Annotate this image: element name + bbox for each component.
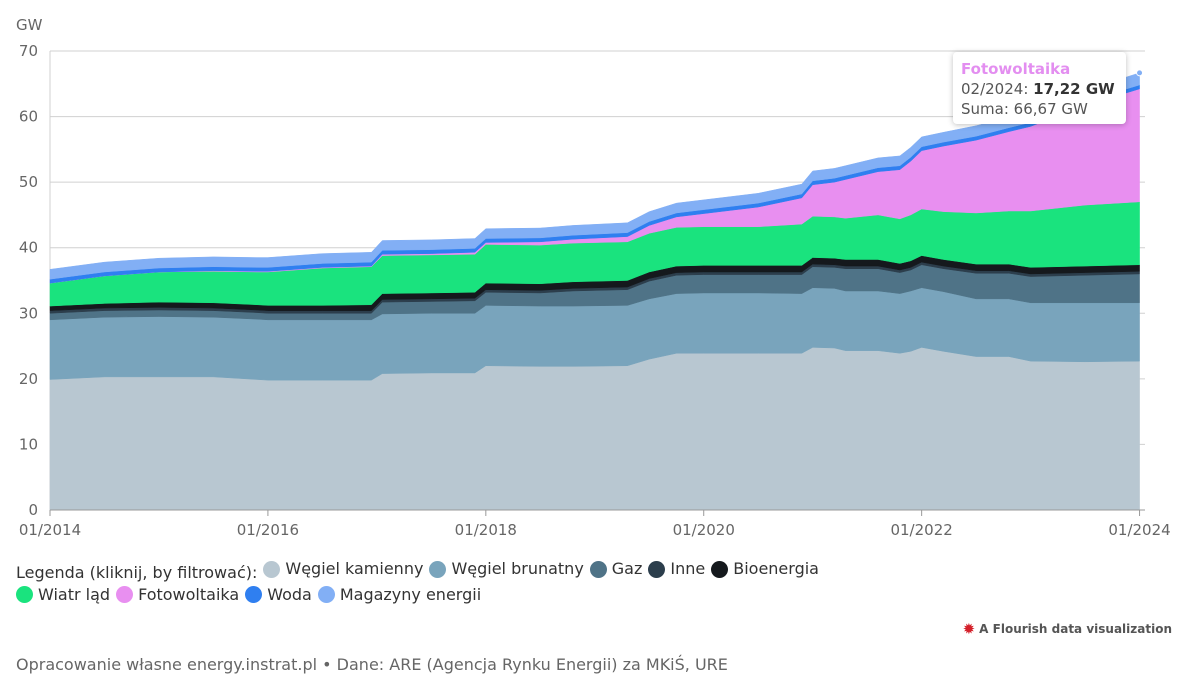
legend-swatch xyxy=(711,560,729,578)
legend-swatch xyxy=(429,560,447,578)
legend-swatch xyxy=(116,586,134,603)
x-tick-label: 01/2014 xyxy=(19,521,81,539)
flourish-logo-icon: ✹ xyxy=(962,620,976,638)
x-tick-label: 01/2018 xyxy=(455,521,517,539)
tooltip-value-row: 02/2024: 17,22 GW xyxy=(961,80,1115,98)
legend-item[interactable]: Inne xyxy=(648,558,705,580)
legend-label: Węgiel kamienny xyxy=(285,559,424,578)
legend-item[interactable]: Woda xyxy=(245,584,312,606)
legend-label: Wiatr ląd xyxy=(38,584,111,604)
x-tick-label: 01/2020 xyxy=(673,521,735,539)
legend-swatch xyxy=(589,560,607,578)
legend-item[interactable]: Fotowoltaika xyxy=(116,584,239,606)
y-axis-label: GW xyxy=(16,16,43,34)
legend-item[interactable]: Węgiel brunatny xyxy=(429,558,584,580)
tooltip: Fotowoltaika 02/2024: 17,22 GW Suma: 66,… xyxy=(953,52,1126,124)
legend-swatch xyxy=(263,560,281,578)
flourish-attribution[interactable]: ✹ A Flourish data visualization xyxy=(963,620,1172,638)
legend-title: Legenda (kliknij, by filtrować): xyxy=(16,562,258,582)
legend-swatch xyxy=(648,560,666,578)
tooltip-sum-label: Suma: xyxy=(961,100,1009,118)
legend-item[interactable]: Magazyny energii xyxy=(317,584,482,606)
y-tick-label: 0 xyxy=(28,501,38,519)
stacked-area-chart: GW 0 10 20 30 40 50 60 70 01/2014 01/2016 01/2018… xyxy=(16,16,1171,539)
legend-swatch xyxy=(245,586,263,603)
legend-label: Gaz xyxy=(611,559,643,578)
legend-item[interactable]: Bioenergia xyxy=(711,558,819,580)
tooltip-date: 02/2024 xyxy=(961,80,1024,98)
y-tick-labels: 0 10 20 30 40 50 60 70 xyxy=(19,42,38,519)
y-tick-label: 20 xyxy=(19,370,38,388)
series-areas xyxy=(49,69,1144,511)
y-tick-label: 50 xyxy=(19,173,38,191)
legend-label: Inne xyxy=(670,559,706,578)
legend-item[interactable]: Wiatr ląd xyxy=(16,584,110,606)
legend-label: Magazyny energii xyxy=(339,584,482,604)
legend-item[interactable]: Węgiel kamienny xyxy=(263,558,423,580)
tooltip-sum-row: Suma: 66,67 GW xyxy=(961,99,1118,119)
x-tick-labels: 01/2014 01/2016 01/2018 01/2020 01/2022 01/20… xyxy=(19,521,1171,539)
tooltip-value: 17,22 GW xyxy=(1033,80,1115,98)
axes xyxy=(49,509,1145,516)
legend-item[interactable]: Gaz xyxy=(589,558,643,580)
legend-label: Bioenergia xyxy=(733,559,819,578)
legend-swatch xyxy=(16,586,33,603)
footer-source: Opracowanie własne energy.instrat.pl • D… xyxy=(16,655,728,674)
area-series[interactable] xyxy=(49,72,1140,280)
flourish-attribution-text: A Flourish data visualization xyxy=(979,622,1172,636)
legend-label: Fotowoltaika xyxy=(138,584,240,604)
y-tick-label: 30 xyxy=(19,304,38,322)
y-tick-label: 70 xyxy=(19,42,38,60)
legend-label: Węgiel brunatny xyxy=(451,559,584,578)
legend-swatch xyxy=(317,586,335,603)
y-tick-label: 60 xyxy=(19,108,38,126)
x-tick-label: 01/2024 xyxy=(1108,521,1170,539)
tooltip-series: Fotowoltaika xyxy=(961,60,1071,78)
x-tick-label: 01/2022 xyxy=(890,521,952,539)
x-tick-label: 01/2016 xyxy=(237,521,299,539)
y-tick-label: 40 xyxy=(19,239,38,257)
y-tick-label: 10 xyxy=(19,435,38,453)
hover-point xyxy=(1136,69,1144,77)
legend: Legenda (kliknij, by filtrować): Węgiel k… xyxy=(16,558,916,609)
tooltip-sum-value: 66,67 GW xyxy=(1013,100,1088,118)
legend-label: Woda xyxy=(267,584,312,604)
